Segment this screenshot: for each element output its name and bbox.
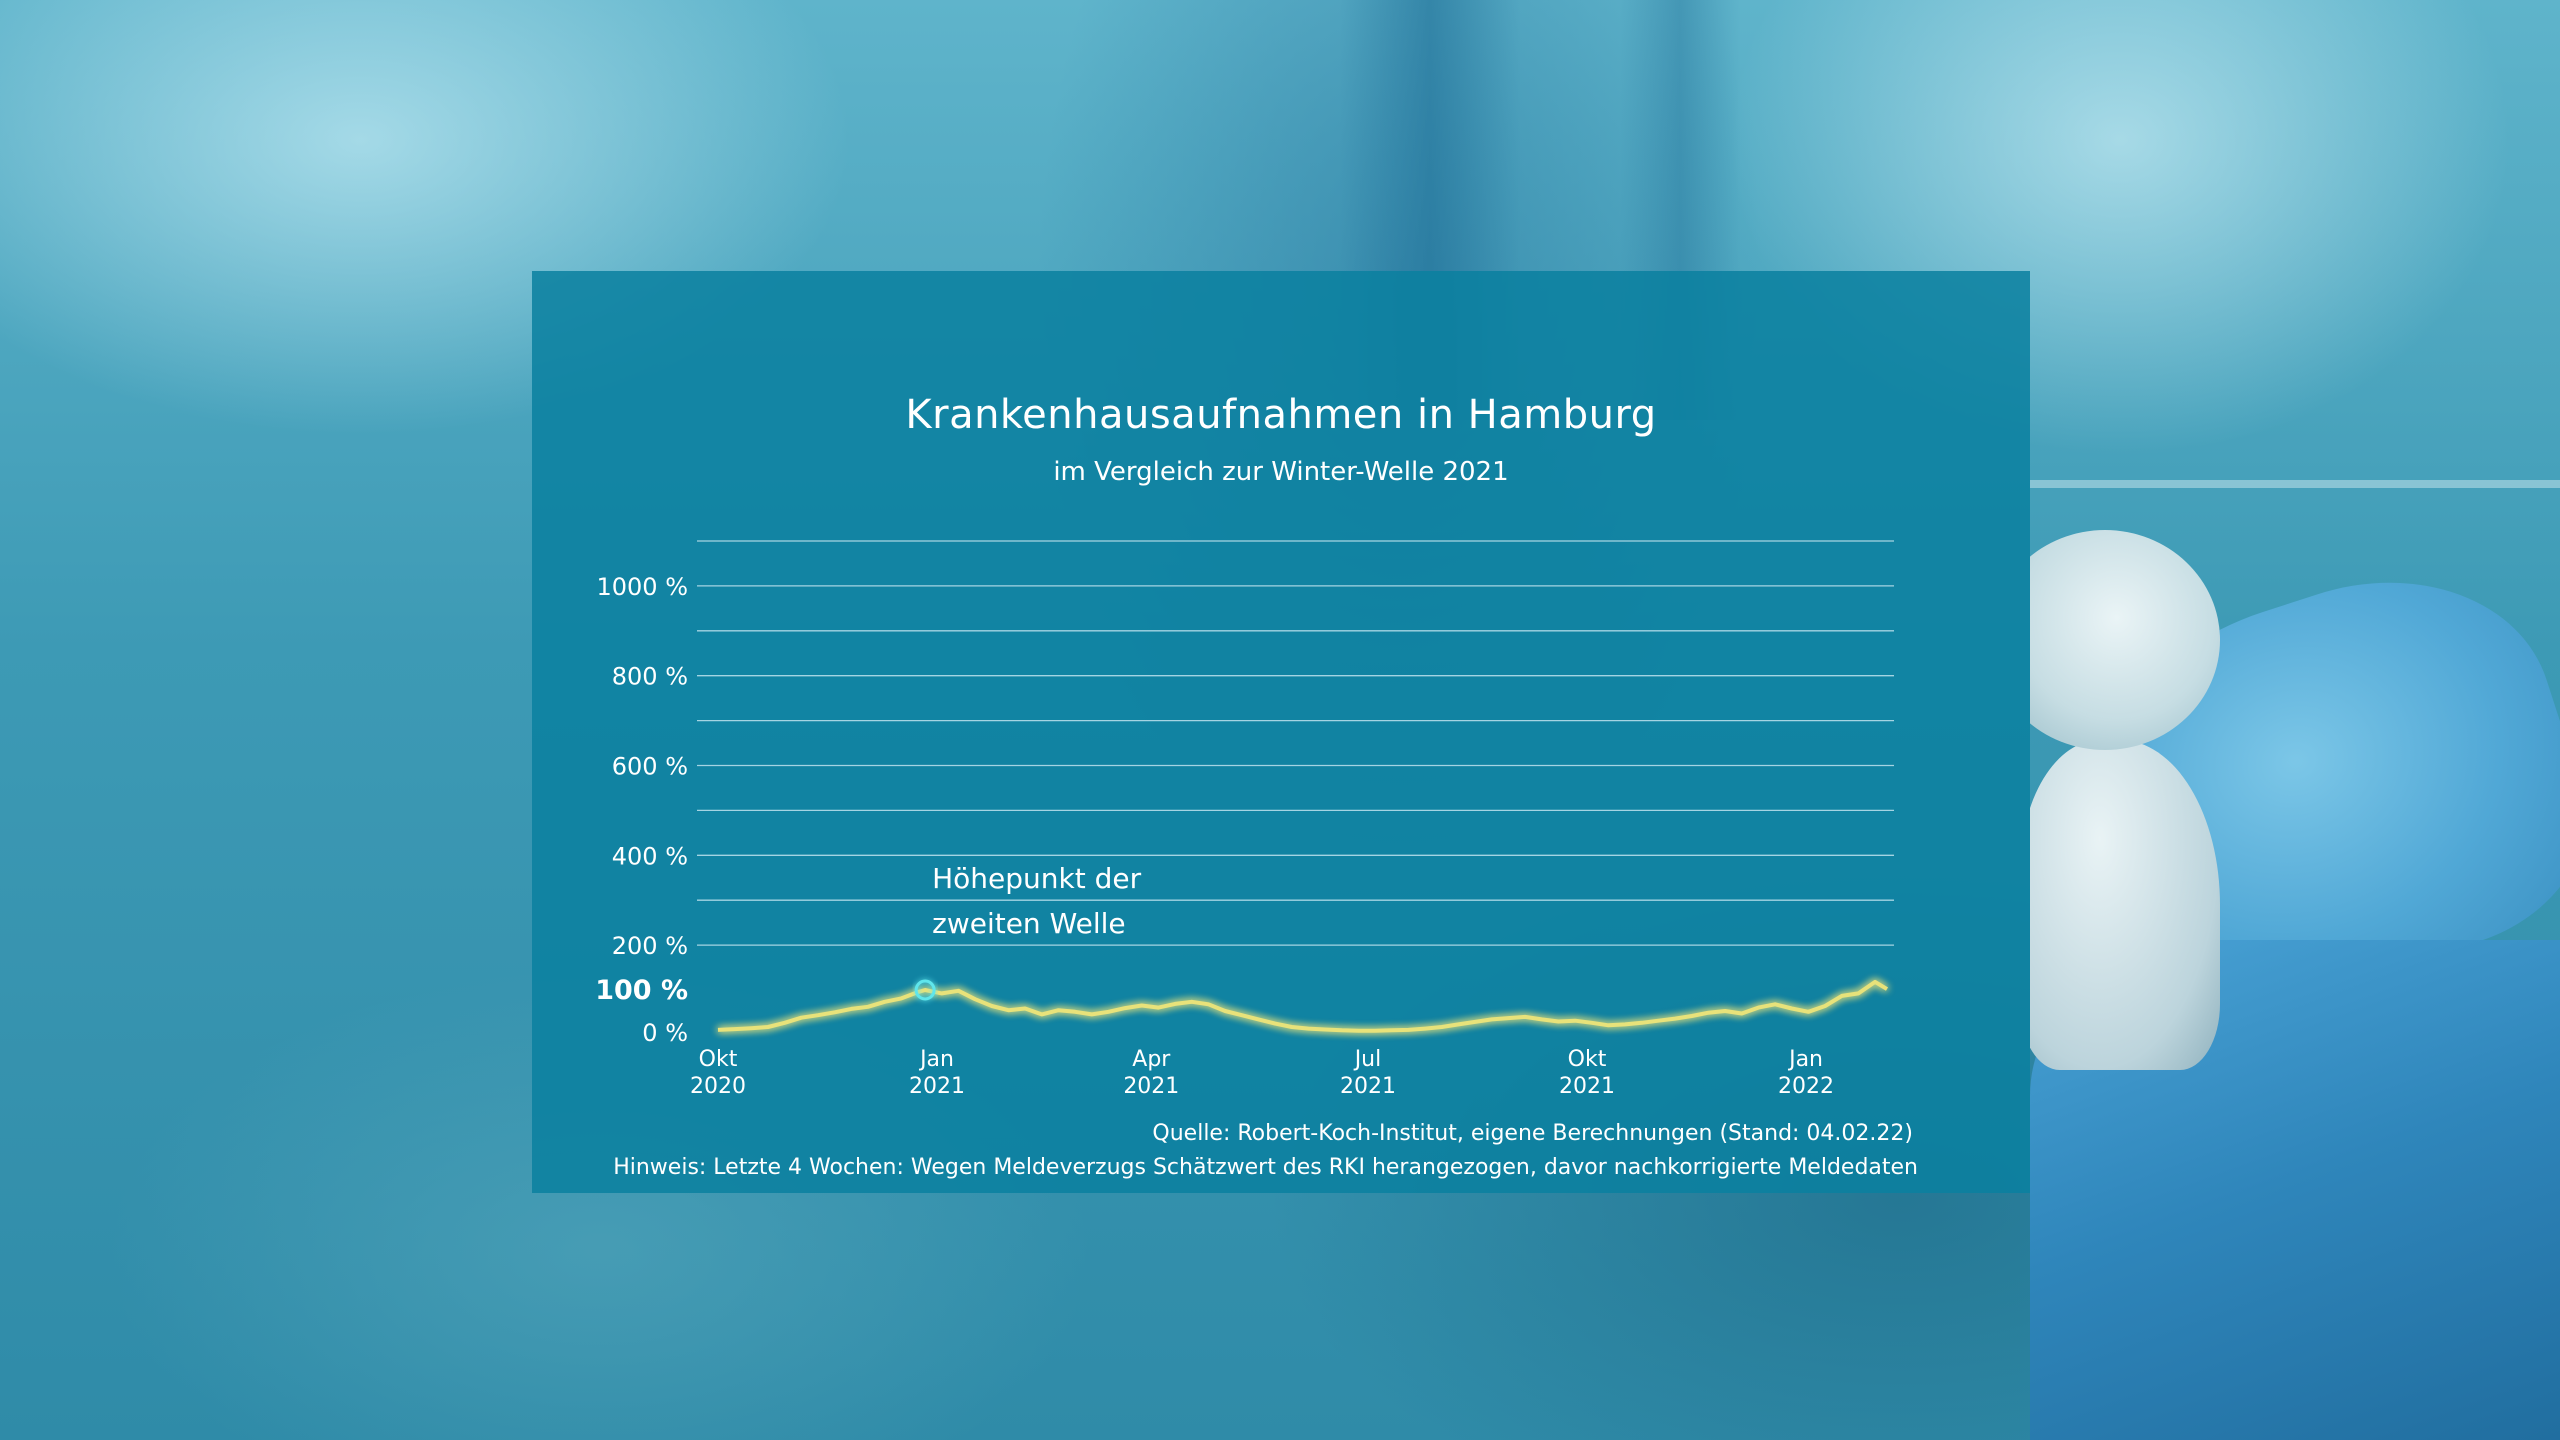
x-tick-label: 2022: [1778, 1074, 1834, 1099]
x-tick-label: Jul: [1353, 1047, 1382, 1072]
x-tick-label: Okt: [1568, 1047, 1607, 1072]
x-tick-label: 2021: [1340, 1074, 1396, 1099]
y-tick-label: 200 %: [612, 932, 688, 960]
y-tick-label: 100 %: [595, 975, 688, 1006]
y-tick-label: 0 %: [642, 1019, 688, 1047]
patient-photo: [2030, 380, 2560, 1440]
annotation-label: zweiten Welle: [932, 907, 1126, 940]
annotation-label: Höhepunkt der: [932, 862, 1142, 895]
patient-head: [2030, 530, 2220, 750]
y-tick-label: 600 %: [612, 753, 688, 781]
x-tick-label: Jan: [1787, 1047, 1823, 1072]
chart-title: Krankenhausaufnahmen in Hamburg: [905, 392, 1657, 438]
x-tick-label: Jan: [918, 1047, 954, 1072]
patient-gown: [2030, 740, 2220, 1070]
chart-subtitle: im Vergleich zur Winter-Welle 2021: [1053, 457, 1509, 487]
gridlines: [697, 540, 1894, 946]
chart-panel: [532, 271, 2030, 1193]
y-tick-label: 800 %: [612, 663, 688, 691]
annotation-marker: [914, 979, 936, 1001]
hint-note: Hinweis: Letzte 4 Wochen: Wegen Meldever…: [613, 1155, 1918, 1180]
bed-rail: [2030, 480, 2560, 488]
source-note: Quelle: Robert-Koch-Institut, eigene Ber…: [1152, 1121, 1913, 1146]
annotation: Höhepunkt der zweiten Welle: [914, 862, 1142, 1001]
x-tick-label: Apr: [1132, 1047, 1171, 1072]
chart: 0 %100 %200 %400 %600 %800 %1000 % Okt20…: [595, 540, 1894, 1099]
x-tick-label: Okt: [699, 1047, 738, 1072]
y-axis-ticks: 0 % 100 % 200 % 400 % 600 % 800 % 1000 %: [595, 573, 688, 1047]
x-tick-label: 2020: [690, 1074, 746, 1099]
x-tick-label: 2021: [1123, 1074, 1179, 1099]
y-tick-label: 400 %: [612, 842, 688, 870]
x-tick-label: 2021: [909, 1074, 965, 1099]
x-axis-ticks: Okt2020Jan2021Apr2021Jul2021Okt2021Jan20…: [690, 1047, 1834, 1099]
x-tick-label: 2021: [1559, 1074, 1615, 1099]
y-tick-label: 1000 %: [596, 573, 688, 601]
